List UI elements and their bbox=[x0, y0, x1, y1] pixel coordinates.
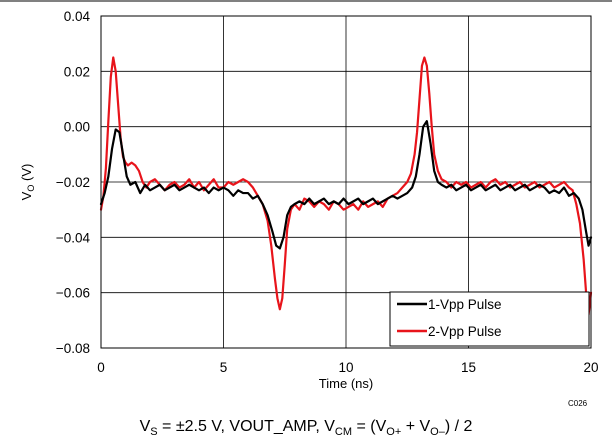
legend-box bbox=[389, 291, 590, 347]
caption: VS = ±2.5 V, VOUT_AMP, VCM = (VO+ + VO–)… bbox=[140, 418, 473, 438]
x-tick-label: 10 bbox=[338, 360, 353, 375]
y-tick-label: −0.06 bbox=[56, 286, 90, 301]
plot-frame bbox=[100, 15, 592, 349]
figure-code: C026 bbox=[568, 399, 588, 408]
legend-label-2vpp: 2-Vpp Pulse bbox=[428, 324, 502, 339]
legend: 1-Vpp Pulse 2-Vpp Pulse bbox=[389, 291, 590, 347]
tick-labels: 0 5 10 15 20 0.04 0.02 0.00 −0.02 −0.04 −0.06 −0.08 bbox=[56, 9, 599, 375]
series-line-1vpp bbox=[99, 120, 593, 250]
y-tick-label: −0.02 bbox=[56, 175, 90, 190]
series-layer bbox=[99, 56, 593, 316]
y-tick-label: 0.02 bbox=[64, 64, 90, 79]
x-tick-label: 0 bbox=[97, 360, 105, 375]
x-tick-label: 5 bbox=[220, 360, 228, 375]
y-tick-label: 0.00 bbox=[64, 120, 90, 135]
x-tick-label: 15 bbox=[461, 360, 476, 375]
y-axis-label: VO (V) bbox=[19, 164, 36, 201]
legend-label-1vpp: 1-Vpp Pulse bbox=[428, 297, 502, 312]
y-tick-label: 0.04 bbox=[64, 9, 91, 24]
y-tick-label: −0.04 bbox=[56, 230, 91, 245]
y-tick-label: −0.08 bbox=[56, 341, 90, 356]
x-axis-label: Time (ns) bbox=[319, 376, 373, 391]
x-tick-label: 20 bbox=[583, 360, 598, 375]
